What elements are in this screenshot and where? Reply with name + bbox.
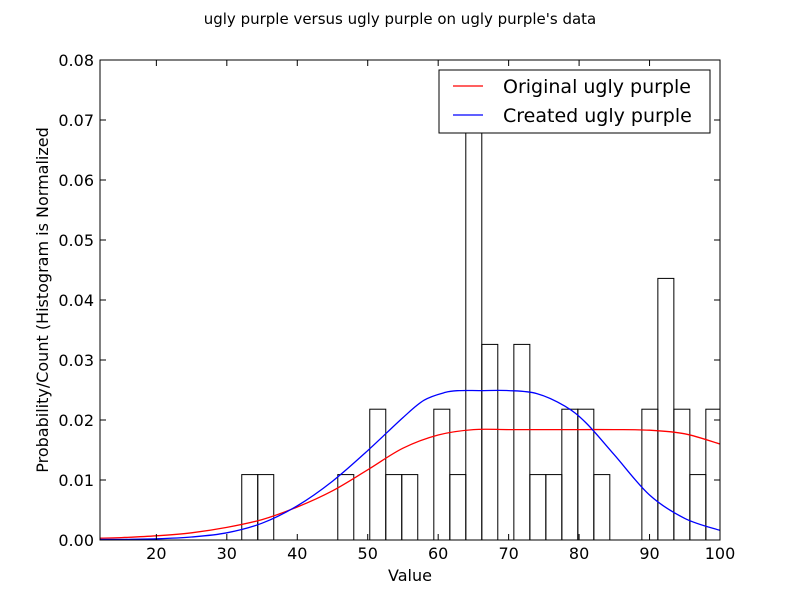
y-tick-label: 0.08 [58, 51, 94, 70]
legend-box [438, 69, 711, 134]
y-tick-label: 0.05 [58, 231, 94, 250]
x-tick-label: 60 [428, 544, 448, 563]
histogram-bar-9 [465, 84, 483, 540]
x-tick-label: 70 [498, 544, 518, 563]
x-tick-label: 100 [705, 544, 736, 563]
y-tick-label: 0.06 [58, 171, 94, 190]
histogram-bar-10 [481, 343, 499, 540]
histogram-bar-4 [369, 408, 387, 540]
x-tick-label: 90 [639, 544, 659, 563]
y-tick-label: 0.01 [58, 471, 94, 490]
histogram-bar-7 [433, 408, 451, 540]
plot-area [100, 84, 720, 540]
y-tick-label: 0.02 [58, 411, 94, 430]
histogram-bar-8 [449, 474, 467, 540]
x-tick-label: 20 [146, 544, 166, 563]
legend-label-original: Original ugly purple [503, 76, 691, 98]
x-tick-label: 50 [358, 544, 378, 563]
histogram-bar-1 [241, 474, 259, 540]
histogram-bar-19 [673, 408, 691, 540]
legend-label-created: Created ugly purple [503, 105, 692, 127]
histogram-bar-20 [689, 474, 707, 540]
created-curve [100, 389, 720, 540]
histogram-bar-13 [545, 474, 563, 540]
y-axis-title: Probability/Count (Histogram is Normaliz… [33, 127, 52, 473]
chart-title: ugly purple versus ugly purple on ugly p… [204, 10, 597, 28]
legend: Original ugly purple Created ugly purple [438, 69, 711, 134]
histogram-bar-2 [257, 474, 275, 540]
histogram-bar-5 [385, 474, 403, 540]
histogram-bar-21 [705, 408, 720, 540]
y-tick-label: 0.04 [58, 291, 94, 310]
histogram-bar-18 [657, 277, 675, 540]
histogram-bar-16 [593, 474, 611, 540]
histogram-bar-12 [529, 474, 547, 540]
x-tick-label: 30 [217, 544, 237, 563]
x-tick-label: 40 [287, 544, 307, 563]
histogram-bar-17 [641, 408, 659, 540]
histogram-bar-14 [561, 408, 579, 540]
histogram-bar-3 [337, 474, 355, 540]
x-axis-title: Value [388, 566, 432, 585]
histogram-bar-6 [401, 474, 419, 540]
original-curve [100, 428, 720, 539]
x-tick-label: 80 [569, 544, 589, 563]
histogram-bar-11 [513, 343, 531, 540]
y-tick-label: 0.07 [58, 111, 94, 130]
axis-ticks: 20 30 40 50 60 70 80 90 100 0.00 0.01 0.02 0.03 0.04 0… [58, 51, 735, 563]
y-tick-label: 0.00 [58, 531, 94, 550]
y-tick-label: 0.03 [58, 351, 94, 370]
